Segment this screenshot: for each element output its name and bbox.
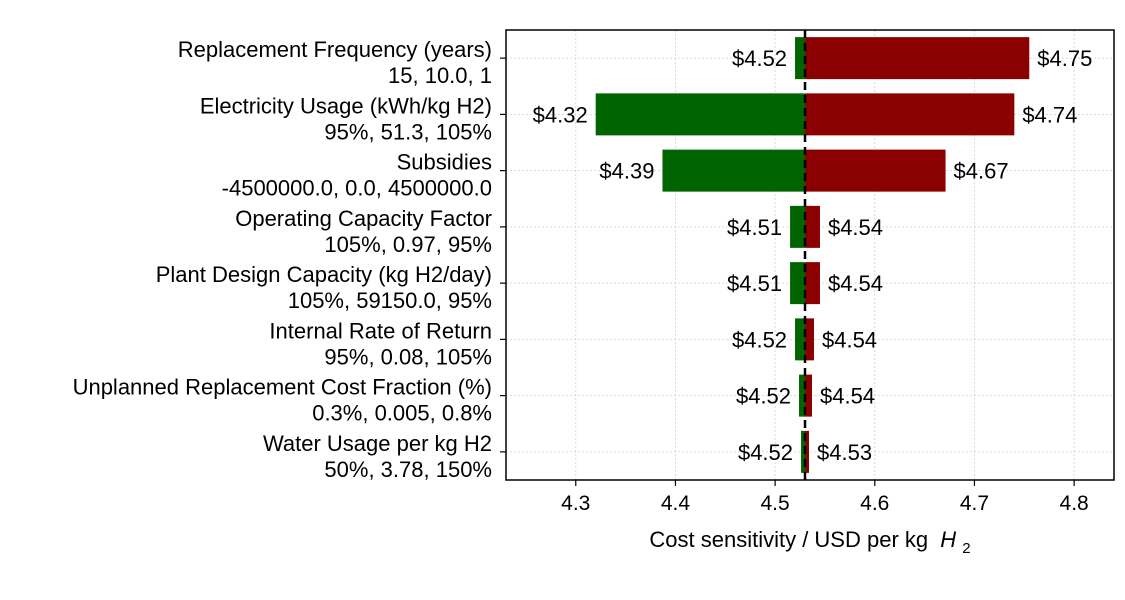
high-value-label: $4.67 [954,159,1009,184]
low-bar [795,318,806,361]
category-label: Subsidies [397,150,492,175]
high-bar [805,205,820,248]
category-range-label: 15, 10.0, 1 [388,63,492,88]
category-range-label: 105%, 0.97, 95% [324,232,492,257]
x-tick-label: 4.7 [960,492,989,515]
x-ticks: 4.3 4.4 4.5 4.6 4.7 4.8 [561,480,1089,515]
x-axis-label-math: H [940,527,956,552]
category-label: Water Usage per kg H2 [263,431,492,456]
high-value-label: $4.53 [817,440,872,465]
x-tick-label: 4.6 [860,492,889,515]
low-value-label: $4.52 [732,327,787,352]
x-tick-label: 4.5 [761,492,790,515]
high-value-label: $4.74 [1022,102,1077,127]
high-bar [805,430,810,473]
high-bar [805,37,1030,80]
high-value-label: $4.54 [822,327,877,352]
low-value-label: $4.51 [727,215,782,240]
low-value-label: $4.52 [732,46,787,71]
category-label: Unplanned Replacement Cost Fraction (%) [73,375,492,400]
high-bar [805,262,820,305]
category-range-label: 95%, 51.3, 105% [324,119,492,144]
low-bar [795,37,806,80]
low-value-label: $4.51 [727,271,782,296]
high-value-label: $4.54 [820,384,875,409]
category-label: Plant Design Capacity (kg H2/day) [156,262,492,287]
low-value-label: $4.52 [736,384,791,409]
x-axis-label: Cost sensitivity / USD per kg H 2 [649,527,970,557]
low-bar [790,205,806,248]
low-bar [595,93,806,136]
category-label: Electricity Usage (kWh/kg H2) [200,93,492,118]
low-value-label: $4.52 [738,440,793,465]
high-value-label: $4.54 [828,215,883,240]
low-bar [662,149,806,192]
category-label: Replacement Frequency (years) [178,37,492,62]
high-bar [805,318,814,361]
value-labels: $4.52 $4.75 $4.32 $4.74 $4.39 $4.67 $4.51 $4.54… [533,46,1093,465]
x-tick-label: 4.3 [561,492,590,515]
low-value-label: $4.39 [599,159,654,184]
category-range-label: -4500000.0, 0.0, 4500000.0 [222,176,492,201]
category-label: Internal Rate of Return [269,318,492,343]
low-value-label: $4.32 [533,102,588,127]
x-axis-label-subscript: 2 [962,540,970,557]
high-bar [805,93,1015,136]
x-tick-label: 4.8 [1060,492,1089,515]
category-range-label: 105%, 59150.0, 95% [288,288,492,313]
high-value-label: $4.54 [828,271,883,296]
low-bar [799,374,806,417]
low-bar [801,430,806,473]
x-tick-label: 4.4 [661,492,691,515]
x-axis-label-text: Cost sensitivity / USD per kg [649,527,928,552]
category-range-label: 0.3%, 0.005, 0.8% [312,401,492,426]
low-bar [790,262,806,305]
y-ticks: Replacement Frequency (years)15, 10.0, 1… [73,37,506,482]
high-bar [805,374,812,417]
bars [595,37,1030,473]
category-range-label: 95%, 0.08, 105% [324,344,492,369]
high-value-label: $4.75 [1037,46,1092,71]
high-bar [805,149,946,192]
category-range-label: 50%, 3.78, 150% [324,457,492,482]
plot-frame [505,29,1115,481]
category-label: Operating Capacity Factor [235,206,492,231]
